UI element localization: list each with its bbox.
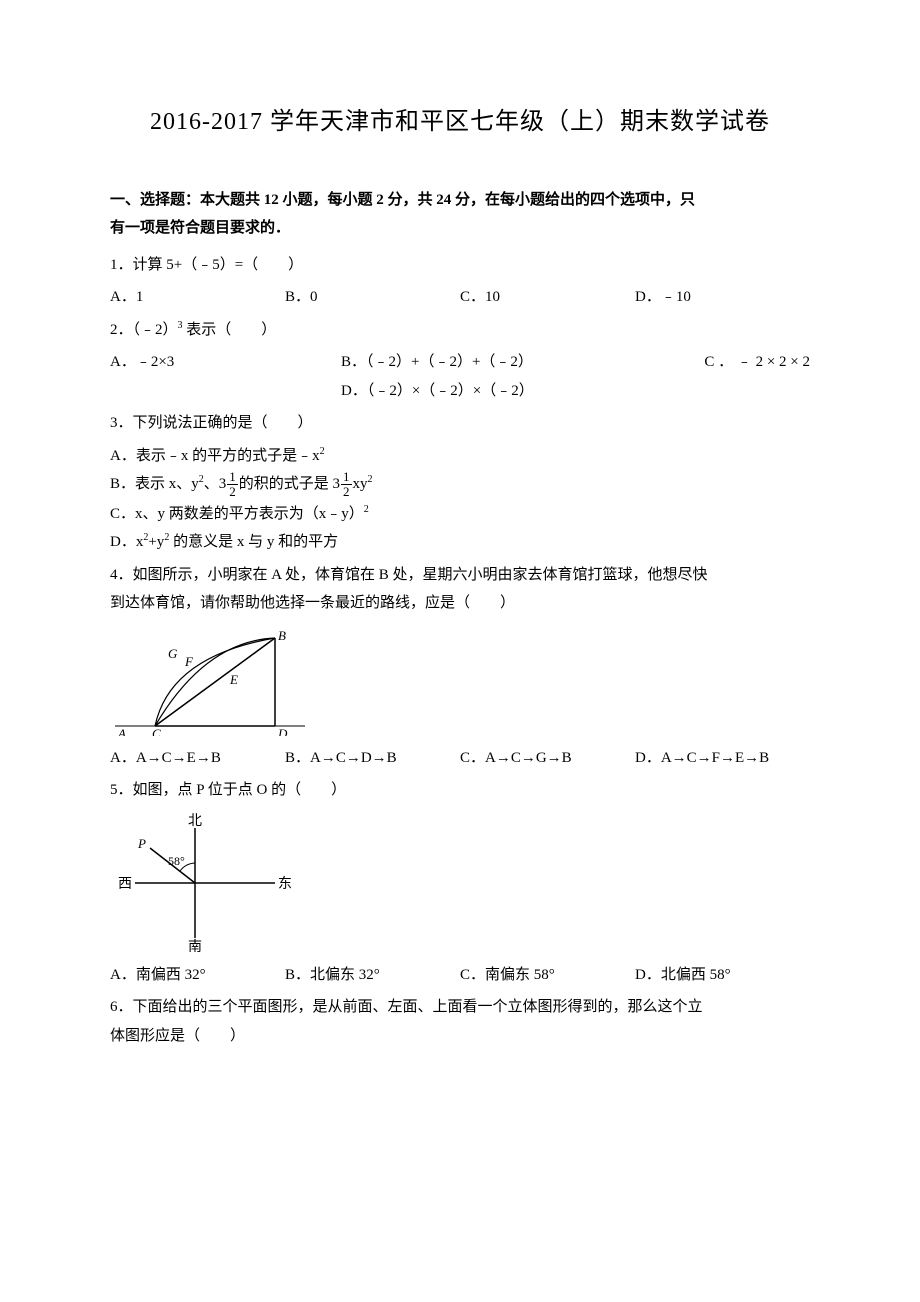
section-header: 一、选择题：本大题共 12 小题，每小题 2 分，共 24 分，在每小题给出的四… xyxy=(110,186,810,243)
q4-label-e: E xyxy=(229,672,238,687)
q4-label-a: A xyxy=(117,726,126,736)
q3-c-sup: 2 xyxy=(364,504,369,515)
q3-opt-b: B．表示 x、y2、312的积的式子是 312xy2 xyxy=(110,470,810,500)
section-header-line1: 一、选择题：本大题共 12 小题，每小题 2 分，共 24 分，在每小题给出的四… xyxy=(110,192,695,208)
q3-d-c: 的意义是 x 与 y 和的平方 xyxy=(169,534,338,550)
q4-opt-b: B．A→C→D→B xyxy=(285,744,460,773)
q2-options: A．﹣2×3 B．（﹣2）+（﹣2）+（﹣2） C ． ﹣ 2 × 2 × 2 … xyxy=(110,348,810,405)
q5-opt-b: B．北偏东 32° xyxy=(285,961,460,990)
q4-label-c: C xyxy=(152,726,161,736)
q5-label-p: P xyxy=(137,836,146,851)
q4-label-d: D xyxy=(277,726,288,736)
q1-opt-a: A．1 xyxy=(110,283,285,312)
q4-text-l1: 4．如图所示，小明家在 A 处，体育馆在 B 处，星期六小明由家去体育馆打篮球，… xyxy=(110,567,708,583)
q4-label-f: F xyxy=(184,654,194,669)
q3-b-frac1: 12 xyxy=(227,470,238,500)
q2-opt-b: B．（﹣2）+（﹣2）+（﹣2） xyxy=(341,348,621,377)
q5-label-angle: 58° xyxy=(168,854,185,868)
q3-b-a: B．表示 x、y xyxy=(110,476,199,492)
q3-opt-d: D．x2+y2 的意义是 x 与 y 和的平方 xyxy=(110,528,810,557)
q3-b-frac2: 12 xyxy=(341,470,352,500)
q5-options: A．南偏西 32° B．北偏东 32° C．南偏东 58° D．北偏西 58° xyxy=(110,961,810,990)
q3-b-d: xy xyxy=(353,476,368,492)
q2-text-b: 表示（ ） xyxy=(183,322,277,338)
q3-a-sup: 2 xyxy=(320,446,325,457)
q4-label-g: G xyxy=(168,646,178,661)
question-1: 1．计算 5+（﹣5）=（ ） A．1 B．0 C．10 D．﹣10 xyxy=(110,251,810,312)
q1-options: A．1 B．0 C．10 D．﹣10 xyxy=(110,283,810,312)
q6-text: 6．下面给出的三个平面图形，是从前面、左面、上面看一个立体图形得到的，那么这个立… xyxy=(110,993,810,1050)
question-4: 4．如图所示，小明家在 A 处，体育馆在 B 处，星期六小明由家去体育馆打篮球，… xyxy=(110,561,810,773)
q5-opt-c: C．南偏东 58° xyxy=(460,961,635,990)
q3-text: 3．下列说法正确的是（ ） xyxy=(110,409,810,438)
q4-options: A．A→C→E→B B．A→C→D→B C．A→C→G→B D．A→C→F→E→… xyxy=(110,744,810,773)
q4-text: 4．如图所示，小明家在 A 处，体育馆在 B 处，星期六小明由家去体育馆打篮球，… xyxy=(110,561,810,618)
q1-opt-b: B．0 xyxy=(285,283,460,312)
q6-text-l2: 体图形应是（ ） xyxy=(110,1028,245,1044)
q6-text-l1: 6．下面给出的三个平面图形，是从前面、左面、上面看一个立体图形得到的，那么这个立 xyxy=(110,999,703,1015)
q3-b-c: 的积的式子是 3 xyxy=(239,476,340,492)
q3-b-b: 、3 xyxy=(204,476,227,492)
q2-opt-d: D．（﹣2）×（﹣2）×（﹣2） xyxy=(110,377,810,406)
q1-text: 1．计算 5+（﹣5）=（ ） xyxy=(110,251,810,280)
q4-svg: A C D B E G F xyxy=(110,626,310,736)
q5-svg: 北 南 西 东 P 58° xyxy=(110,813,300,953)
q4-text-l2: 到达体育馆，请你帮助他选择一条最近的路线，应是（ ） xyxy=(110,595,515,611)
q4-opt-c: C．A→C→G→B xyxy=(460,744,635,773)
question-3: 3．下列说法正确的是（ ） A．表示﹣x 的平方的式子是﹣x2 B．表示 x、y… xyxy=(110,409,810,557)
q4-opt-d: D．A→C→F→E→B xyxy=(635,744,810,773)
q2-opt-a: A．﹣2×3 xyxy=(110,348,341,377)
page-title: 2016-2017 学年天津市和平区七年级（上）期末数学试卷 xyxy=(110,100,810,146)
q5-figure: 北 南 西 东 P 58° xyxy=(110,813,810,953)
q2-opt-c: C ． ﹣ 2 × 2 × 2 xyxy=(621,348,810,377)
q3-b-sup2: 2 xyxy=(368,474,373,485)
q3-a-text: A．表示﹣x 的平方的式子是﹣x xyxy=(110,448,320,464)
question-6: 6．下面给出的三个平面图形，是从前面、左面、上面看一个立体图形得到的，那么这个立… xyxy=(110,993,810,1050)
q3-opt-a: A．表示﹣x 的平方的式子是﹣x2 xyxy=(110,442,810,471)
q3-opt-c: C．x、y 两数差的平方表示为（x﹣y）2 xyxy=(110,500,810,529)
question-5: 5．如图，点 P 位于点 O 的（ ） 北 南 西 东 P 58° A．南偏西 … xyxy=(110,776,810,989)
q3-d-a: D．x xyxy=(110,534,143,550)
q4-opt-a: A．A→C→E→B xyxy=(110,744,285,773)
q1-opt-c: C．10 xyxy=(460,283,635,312)
q1-opt-d: D．﹣10 xyxy=(635,283,810,312)
question-2: 2．（﹣2）3 表示（ ） A．﹣2×3 B．（﹣2）+（﹣2）+（﹣2） C … xyxy=(110,316,810,406)
q3-c-text: C．x、y 两数差的平方表示为（x﹣y） xyxy=(110,506,364,522)
q4-label-b: B xyxy=(278,628,286,643)
q5-text: 5．如图，点 P 位于点 O 的（ ） xyxy=(110,776,810,805)
q5-label-e: 东 xyxy=(278,876,292,892)
q5-label-s: 南 xyxy=(188,939,202,953)
q5-opt-d: D．北偏西 58° xyxy=(635,961,810,990)
q5-label-n: 北 xyxy=(188,813,202,829)
q5-opt-a: A．南偏西 32° xyxy=(110,961,285,990)
q5-label-w: 西 xyxy=(118,877,132,892)
q2-text-a: 2．（﹣2） xyxy=(110,322,178,338)
q4-figure: A C D B E G F xyxy=(110,626,810,736)
q3-d-b: +y xyxy=(148,534,164,550)
section-header-line2: 有一项是符合题目要求的． xyxy=(110,220,290,236)
q2-text: 2．（﹣2）3 表示（ ） xyxy=(110,316,810,345)
